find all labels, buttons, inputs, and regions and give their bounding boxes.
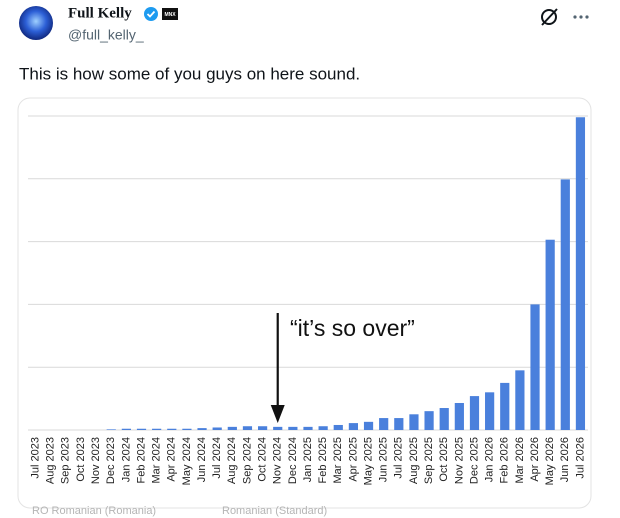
- x-tick-label: Mar 2025: [332, 437, 344, 483]
- x-tick-label: Sep 2024: [241, 437, 253, 484]
- bar: [288, 426, 298, 430]
- verified-badge: [144, 7, 158, 21]
- x-tick-label: Apr 2025: [347, 437, 359, 482]
- annotation: “it’s so over”: [290, 315, 415, 341]
- x-tick-label: Jun 2026: [559, 437, 571, 482]
- bar: [379, 418, 389, 430]
- bar: [182, 428, 192, 430]
- x-tick-label: Oct 2023: [75, 437, 87, 482]
- media-card[interactable]: [17, 97, 592, 509]
- x-tick-label: Feb 2024: [135, 437, 147, 483]
- x-tick-label: Jul 2024: [211, 437, 223, 479]
- bar: [424, 411, 434, 430]
- bar: [348, 423, 359, 430]
- x-tick-label: May 2026: [544, 437, 556, 485]
- bar: [242, 426, 253, 430]
- avatar[interactable]: [19, 6, 53, 40]
- author-handle[interactable]: @full_kelly_: [68, 27, 144, 43]
- affiliate-badge-text: MNX: [164, 12, 176, 18]
- x-tick-label: Apr 2026: [529, 437, 541, 482]
- bar: [409, 414, 419, 430]
- x-tick-label: Dec 2024: [287, 437, 299, 484]
- bar: [212, 427, 222, 430]
- bar: [469, 396, 480, 430]
- x-tick-label: Nov 2025: [453, 437, 465, 484]
- translation-target: Romanian (Standard): [222, 505, 327, 517]
- x-tick-label: Aug 2023: [45, 437, 57, 484]
- x-tick-label: Aug 2024: [226, 437, 238, 484]
- bar: [303, 426, 313, 430]
- x-tick-label: Mar 2026: [514, 437, 526, 483]
- tweet-text: This is how some of you guys on here sou…: [19, 64, 360, 83]
- bar: [575, 117, 586, 431]
- bar: [257, 426, 268, 430]
- bar: [333, 424, 343, 430]
- bar: [136, 428, 147, 430]
- bar: [152, 428, 162, 430]
- x-tick-label: Oct 2025: [438, 437, 450, 482]
- bar: [227, 426, 237, 430]
- x-tick-label: Nov 2023: [90, 437, 102, 484]
- x-tick-label: Feb 2026: [499, 437, 511, 483]
- x-tick-label: Jan 2025: [302, 437, 314, 482]
- x-tick-label: Dec 2025: [468, 437, 480, 484]
- bar: [530, 304, 540, 430]
- bar: [363, 421, 374, 430]
- bar: [197, 428, 207, 430]
- x-tick-label: May 2024: [181, 437, 193, 485]
- x-tick-label: Jul 2025: [393, 437, 405, 479]
- affiliate-badge: [162, 8, 178, 20]
- x-tick-label: Jul 2026: [574, 437, 586, 479]
- bar: [121, 428, 131, 430]
- bar: [394, 418, 404, 430]
- x-tick-label: Dec 2023: [105, 437, 117, 484]
- x-tick-label: Jan 2026: [484, 437, 496, 482]
- bar: [439, 408, 449, 430]
- bar: [318, 426, 328, 430]
- x-tick-label: Mar 2024: [151, 437, 163, 483]
- x-tick-label: Apr 2024: [166, 437, 178, 482]
- bar: [545, 239, 555, 430]
- chart: Jul 2023 Aug 2023 Sep 2023 Oct 2023 Nov 2023…: [28, 115, 588, 485]
- bar: [485, 392, 495, 430]
- bar: [515, 370, 525, 430]
- x-tick-label: Nov 2024: [272, 437, 284, 484]
- x-tick-label: Oct 2024: [257, 437, 269, 482]
- more-menu[interactable]: [573, 15, 589, 19]
- x-tick-label: Jul 2023: [29, 437, 41, 479]
- bar: [500, 382, 510, 430]
- x-tick-label: May 2025: [362, 437, 374, 485]
- x-tick-label: Feb 2025: [317, 437, 329, 483]
- x-tick-label: Sep 2023: [60, 437, 72, 484]
- grok-icon[interactable]: [541, 8, 558, 26]
- x-tick-label: Jun 2025: [378, 437, 390, 482]
- annotation-arrow: [270, 313, 285, 423]
- x-tick-label: Sep 2025: [423, 437, 435, 484]
- bar: [454, 402, 464, 430]
- bar: [560, 179, 570, 430]
- x-tick-label: Jun 2024: [196, 437, 208, 482]
- x-tick-label: Aug 2025: [408, 437, 420, 484]
- bar: [167, 428, 177, 430]
- x-tick-label: Jan 2024: [120, 437, 132, 482]
- bar: [273, 426, 283, 430]
- bar: [106, 429, 116, 430]
- author-name[interactable]: Full Kelly: [68, 5, 132, 21]
- translation-source: RO Romanian (Romania): [32, 505, 156, 517]
